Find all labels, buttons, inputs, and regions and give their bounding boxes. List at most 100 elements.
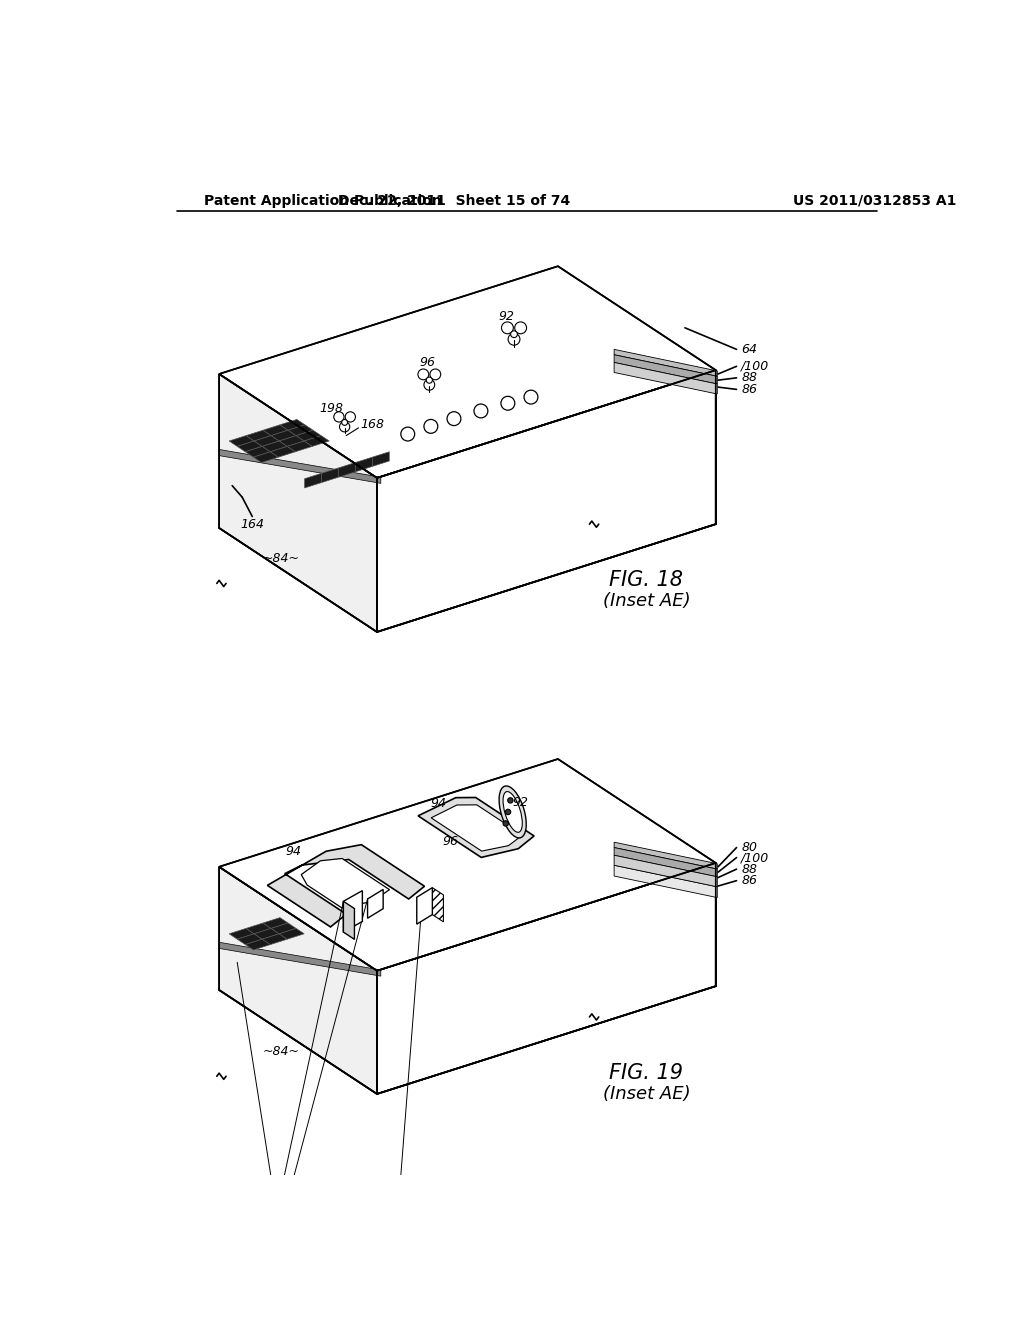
Polygon shape [614,355,717,384]
Text: 168: 168 [360,417,384,430]
Polygon shape [296,430,322,441]
Circle shape [418,370,429,380]
Polygon shape [614,866,717,898]
Polygon shape [614,847,717,876]
Circle shape [424,379,435,391]
Circle shape [503,821,509,826]
Text: ~84~: ~84~ [263,552,300,565]
Polygon shape [432,887,443,921]
Polygon shape [288,441,312,451]
Polygon shape [304,436,330,446]
Circle shape [426,378,432,383]
Text: (Inset AE): (Inset AE) [603,593,690,610]
Polygon shape [368,890,383,919]
Polygon shape [246,430,271,441]
Polygon shape [219,759,716,970]
Polygon shape [280,436,304,446]
Polygon shape [254,436,280,446]
Polygon shape [614,855,717,887]
Polygon shape [253,451,279,462]
Text: 86: 86 [741,874,757,887]
Text: 92: 92 [499,310,515,323]
Text: ~84~: ~84~ [263,1045,300,1059]
Circle shape [400,428,415,441]
Polygon shape [614,842,717,869]
Polygon shape [219,267,716,478]
Text: FIG. 18: FIG. 18 [609,570,683,590]
Polygon shape [417,887,432,924]
Circle shape [430,370,440,380]
Text: 86: 86 [741,383,757,396]
Polygon shape [238,441,262,451]
Polygon shape [246,446,270,457]
Polygon shape [280,928,304,940]
Polygon shape [418,797,535,858]
Polygon shape [614,363,717,395]
Polygon shape [238,933,262,945]
Polygon shape [322,469,339,483]
Text: 92: 92 [512,796,528,809]
Polygon shape [339,462,355,478]
Polygon shape [288,425,313,436]
Text: 164: 164 [241,517,264,531]
Polygon shape [270,446,295,457]
Circle shape [340,421,350,432]
Polygon shape [229,928,254,940]
Polygon shape [219,942,381,977]
Text: (Inset AE): (Inset AE) [603,1085,690,1104]
Polygon shape [219,867,377,1094]
Polygon shape [246,923,271,933]
Text: 88: 88 [741,371,757,384]
Polygon shape [271,923,296,933]
Polygon shape [263,917,288,928]
Circle shape [424,420,438,433]
Circle shape [502,322,513,334]
Polygon shape [431,805,522,851]
Ellipse shape [499,785,526,838]
Polygon shape [262,933,288,945]
Text: 94: 94 [285,845,301,858]
Polygon shape [263,425,288,436]
Polygon shape [304,474,322,488]
Polygon shape [229,436,254,446]
Polygon shape [219,374,377,632]
Text: 198: 198 [319,403,343,416]
Text: /100: /100 [741,851,769,865]
Circle shape [447,412,461,425]
Text: Patent Application Publication: Patent Application Publication [204,194,441,207]
Circle shape [515,322,526,334]
Polygon shape [301,858,389,908]
Polygon shape [271,430,296,441]
Text: 94: 94 [430,797,446,810]
Circle shape [506,809,511,814]
Text: 88: 88 [741,862,757,875]
Circle shape [474,404,487,418]
Circle shape [334,412,344,422]
Text: /100: /100 [741,360,769,372]
Circle shape [508,797,513,803]
Polygon shape [280,420,305,430]
Circle shape [345,412,355,422]
Circle shape [501,396,515,411]
Polygon shape [267,845,425,927]
Polygon shape [246,940,270,950]
Text: 80: 80 [741,841,757,854]
Ellipse shape [503,792,522,833]
Circle shape [524,391,538,404]
Polygon shape [219,449,381,483]
Polygon shape [343,891,362,932]
Polygon shape [343,902,354,940]
Circle shape [508,334,520,346]
Polygon shape [377,370,716,632]
Text: 96: 96 [419,356,435,370]
Polygon shape [377,863,716,1094]
Text: FIG. 19: FIG. 19 [609,1063,683,1084]
Polygon shape [355,457,373,471]
Text: Dec. 22, 2011  Sheet 15 of 74: Dec. 22, 2011 Sheet 15 of 74 [338,194,570,207]
Text: 96: 96 [442,836,459,849]
Polygon shape [373,451,389,466]
Circle shape [342,420,347,425]
Circle shape [511,331,517,338]
Polygon shape [254,928,280,940]
Polygon shape [614,350,717,376]
